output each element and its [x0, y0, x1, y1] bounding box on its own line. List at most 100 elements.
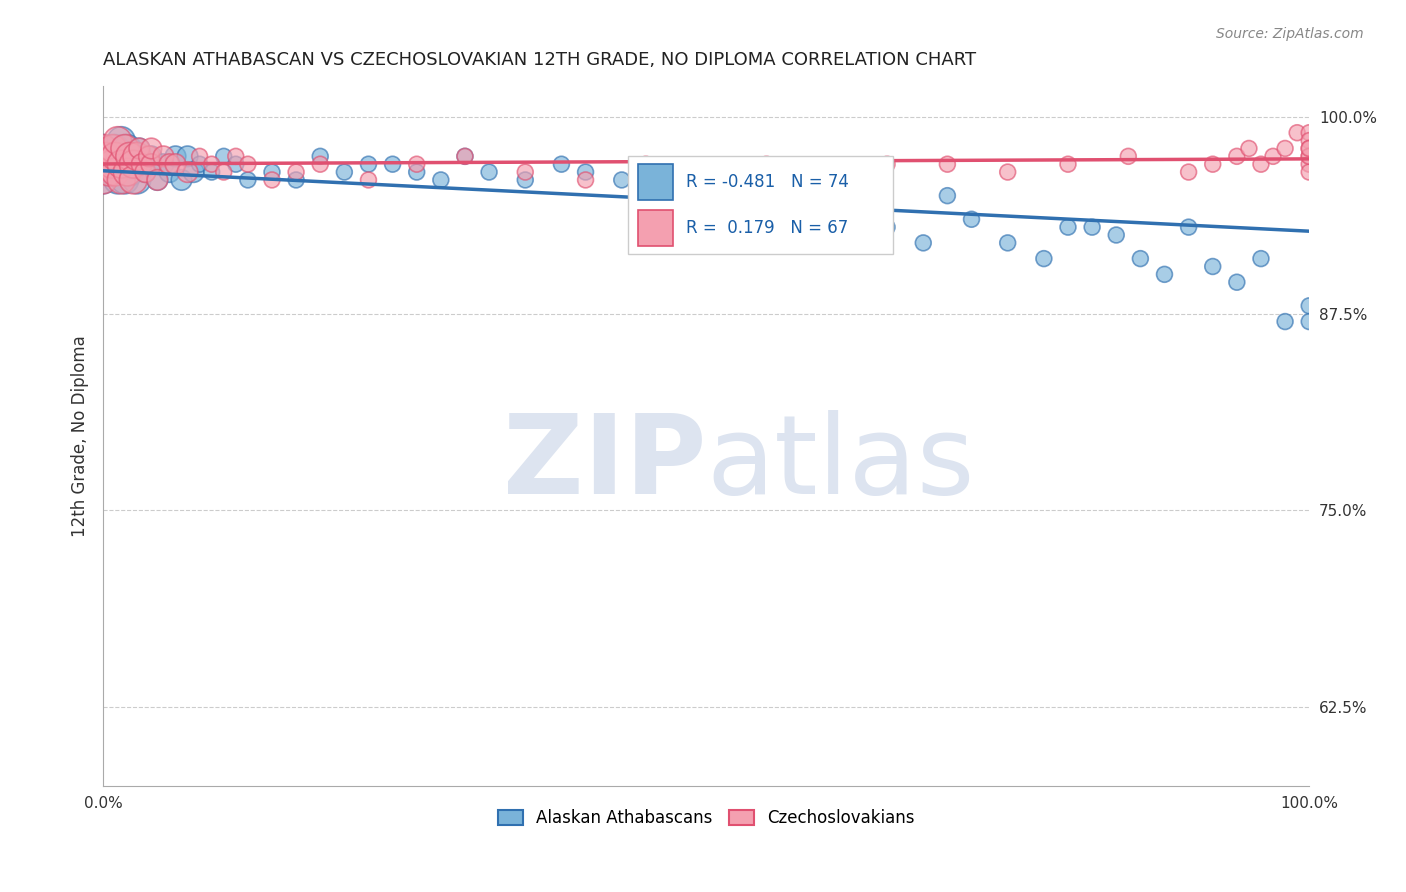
Point [122, 157, 145, 171]
Point [1202, 260, 1225, 274]
Point [165, 149, 187, 163]
Point [94, 149, 117, 163]
Point [478, 165, 501, 179]
Point [152, 149, 174, 163]
Point [131, 157, 153, 171]
Text: ALASKAN ATHABASCAN VS CZECHOSLOVAKIAN 12TH GRADE, NO DIPLOMA CORRELATION CHART: ALASKAN ATHABASCAN VS CZECHOSLOVAKIAN 12… [103, 51, 976, 69]
Point [912, 235, 935, 250]
Point [118, 165, 141, 179]
Point [125, 149, 148, 163]
Point [170, 173, 193, 187]
Point [146, 173, 169, 187]
Point [1286, 126, 1309, 140]
Point [183, 165, 205, 179]
Point [574, 165, 596, 179]
Point [117, 141, 139, 155]
Point [141, 141, 163, 155]
Point [104, 141, 127, 155]
Point [309, 157, 332, 171]
Point [236, 173, 259, 187]
Point [1261, 149, 1284, 163]
Point [1274, 314, 1296, 328]
Point [107, 173, 129, 187]
Point [550, 157, 572, 171]
Point [201, 157, 224, 171]
Point [515, 173, 537, 187]
Point [134, 165, 156, 179]
Point [107, 134, 129, 148]
Point [114, 173, 136, 187]
Point [285, 165, 308, 179]
Point [574, 173, 596, 187]
Point [997, 165, 1019, 179]
Point [100, 157, 122, 171]
Point [1226, 275, 1249, 289]
Point [1298, 134, 1320, 148]
Point [405, 157, 427, 171]
Text: atlas: atlas [706, 410, 974, 517]
Point [91, 157, 114, 171]
Point [333, 165, 356, 179]
Point [454, 149, 477, 163]
Point [138, 149, 160, 163]
Point [91, 141, 114, 155]
Point [128, 149, 150, 163]
Point [101, 141, 124, 155]
Point [104, 149, 127, 163]
Point [1057, 157, 1080, 171]
Point [188, 149, 211, 163]
Point [141, 149, 163, 163]
Point [188, 157, 211, 171]
Point [91, 157, 114, 171]
Point [1129, 252, 1152, 266]
Point [1250, 252, 1272, 266]
Point [1298, 157, 1320, 171]
Point [225, 157, 247, 171]
Point [1226, 149, 1249, 163]
Point [131, 157, 153, 171]
Point [1105, 227, 1128, 242]
Point [634, 157, 657, 171]
Point [1298, 126, 1320, 140]
Point [104, 165, 127, 179]
Point [212, 149, 235, 163]
Point [960, 212, 983, 227]
Point [141, 157, 163, 171]
Point [118, 149, 141, 163]
Point [152, 157, 174, 171]
Point [146, 173, 169, 187]
Point [718, 173, 741, 187]
Point [91, 141, 114, 155]
Point [122, 173, 145, 187]
Point [695, 173, 717, 187]
Point [1298, 141, 1320, 155]
Point [876, 220, 898, 235]
Point [117, 165, 139, 179]
Point [309, 149, 332, 163]
Point [104, 157, 127, 171]
Point [1250, 157, 1272, 171]
Point [114, 141, 136, 155]
Point [755, 157, 778, 171]
Point [1081, 220, 1104, 235]
Point [122, 157, 145, 171]
Point [117, 157, 139, 171]
Point [110, 173, 132, 187]
Point [1177, 220, 1199, 235]
Point [141, 157, 163, 171]
Point [876, 157, 898, 171]
Point [225, 149, 247, 163]
Point [936, 188, 959, 202]
Point [1298, 149, 1320, 163]
Point [1177, 165, 1199, 179]
Point [454, 149, 477, 163]
Point [997, 235, 1019, 250]
Point [165, 157, 187, 171]
Point [647, 188, 669, 202]
Point [695, 181, 717, 195]
Point [260, 173, 283, 187]
Text: Source: ZipAtlas.com: Source: ZipAtlas.com [1216, 27, 1364, 41]
Point [1202, 157, 1225, 171]
Legend: Alaskan Athabascans, Czechoslovakians: Alaskan Athabascans, Czechoslovakians [491, 802, 921, 833]
Point [515, 165, 537, 179]
